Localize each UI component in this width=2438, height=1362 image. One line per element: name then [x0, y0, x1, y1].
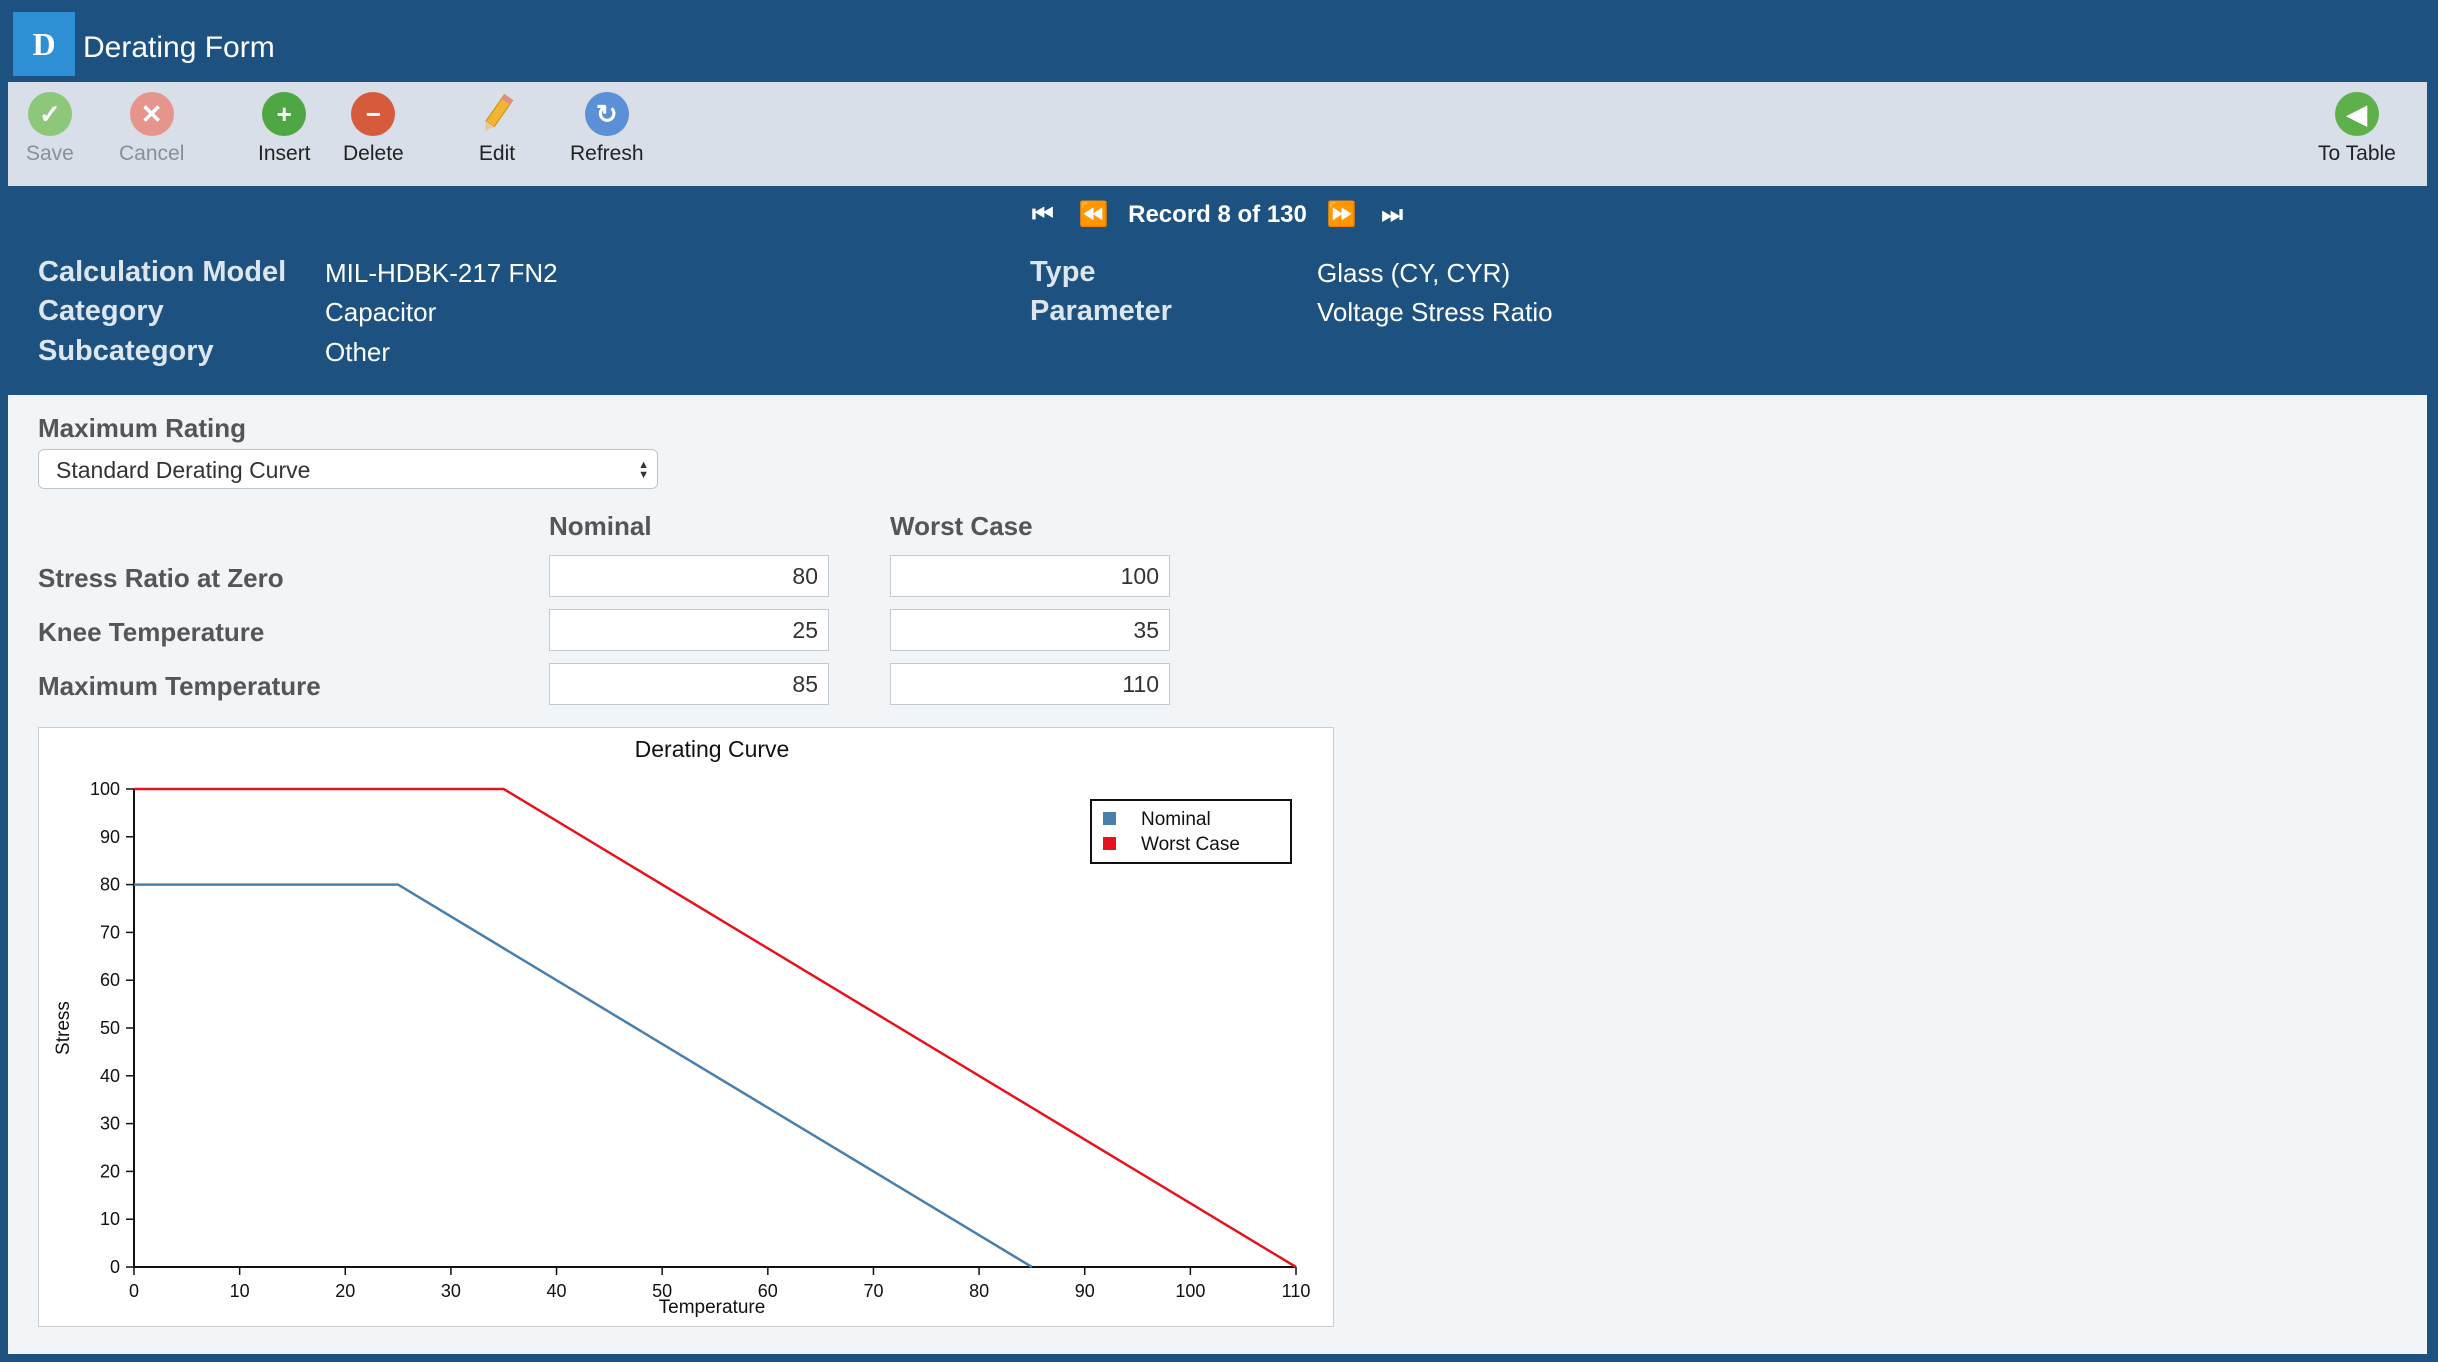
- close-icon: ✕: [129, 92, 174, 136]
- y-axis-label: Stress: [53, 1001, 74, 1055]
- cancel-label: Cancel: [119, 142, 185, 165]
- x-axis-label: Temperature: [659, 1297, 766, 1318]
- insert-label: Insert: [258, 142, 311, 165]
- x-tick-label: 70: [863, 1281, 883, 1301]
- knee-temp-nominal-input[interactable]: [549, 609, 829, 651]
- stress-ratio-nominal-input[interactable]: [549, 555, 829, 597]
- y-tick-label: 40: [100, 1066, 120, 1086]
- refresh-icon: ↻: [584, 92, 629, 136]
- refresh-button[interactable]: ↻ Refresh: [570, 92, 644, 166]
- minus-icon: −: [351, 92, 396, 136]
- window-title: Derating Form: [83, 31, 275, 64]
- plus-icon: +: [262, 92, 307, 136]
- category-value: Capacitor: [325, 297, 437, 327]
- legend-swatch: [1103, 837, 1116, 850]
- parameter-value: Voltage Stress Ratio: [1317, 297, 1553, 327]
- series-line-worst-case: [134, 787, 1297, 1269]
- y-tick-label: 0: [110, 1257, 120, 1277]
- edit-label: Edit: [478, 142, 516, 165]
- nominal-column-header: Nominal: [549, 511, 652, 541]
- check-icon: ✓: [27, 92, 72, 136]
- delete-label: Delete: [343, 142, 404, 165]
- parameter-label: Parameter: [1030, 295, 1172, 327]
- back-arrow-icon: ◀: [2334, 92, 2379, 136]
- x-tick-label: 80: [969, 1281, 989, 1301]
- legend-box: [1090, 799, 1292, 864]
- type-label: Type: [1030, 256, 1096, 288]
- y-tick-label: 50: [100, 1018, 120, 1038]
- cancel-button[interactable]: ✕ Cancel: [119, 92, 184, 166]
- chart-title: Derating Curve: [635, 736, 790, 762]
- app-logo: D: [13, 12, 75, 76]
- max-rating-label: Maximum Rating: [38, 413, 247, 443]
- insert-button[interactable]: + Insert: [258, 92, 311, 166]
- x-tick-label: 110: [1282, 1281, 1311, 1301]
- derating-chart-svg: Derating Curve 0 10 20 30 40 50 60 70 80 90 100 110 0…: [53, 736, 1311, 1318]
- last-record-icon[interactable]: ⏭: [1381, 201, 1403, 228]
- to-table-label: To Table: [2318, 142, 2396, 165]
- calc-model-value: MIL-HDBK-217 FN2: [325, 258, 558, 288]
- y-tick-label: 90: [100, 827, 120, 847]
- type-value: Glass (CY, CYR): [1317, 258, 1511, 288]
- x-tick-label: 60: [758, 1281, 778, 1301]
- knee-temp-label: Knee Temperature: [38, 617, 265, 647]
- next-record-icon[interactable]: ⏩: [1326, 201, 1357, 228]
- stress-ratio-worst-input[interactable]: [890, 555, 1170, 597]
- x-tick-label: 10: [230, 1281, 250, 1301]
- previous-record-icon[interactable]: ⏪: [1078, 201, 1109, 228]
- record-position: Record 8 of 130: [1128, 201, 1307, 228]
- subcategory-label: Subcategory: [38, 335, 214, 367]
- toolbar: ✓ Save ✕ Cancel + Insert − Delete Edit ↻…: [8, 82, 2427, 186]
- max-temp-worst-input[interactable]: [890, 663, 1170, 705]
- to-table-button[interactable]: ◀ To Table: [2318, 92, 2396, 166]
- save-label: Save: [26, 142, 74, 165]
- select-arrows-icon: ▲ ▼: [638, 458, 649, 481]
- y-tick-label: 20: [100, 1161, 120, 1181]
- y-tick-label: 70: [100, 922, 120, 942]
- title-bar: D Derating Form: [8, 8, 2427, 82]
- max-temp-label: Maximum Temperature: [38, 671, 321, 701]
- derating-chart: Derating Curve 0 10 20 30 40 50 60 70 80 90 100 110 0…: [38, 727, 1334, 1327]
- y-tick-label: 10: [100, 1209, 120, 1229]
- record-navigator: ⏮ ⏪ Record 8 of 130 ⏩ ⏭: [8, 200, 2427, 229]
- max-rating-value: Standard Derating Curve: [56, 457, 311, 483]
- subcategory-value: Other: [325, 337, 391, 367]
- y-tick-label: 80: [100, 875, 120, 895]
- x-tick-label: 90: [1075, 1281, 1095, 1301]
- first-record-icon[interactable]: ⏮: [1031, 201, 1054, 228]
- x-tick-label: 20: [335, 1281, 355, 1301]
- calc-model-label: Calculation Model: [38, 256, 287, 288]
- y-tick-label: 30: [100, 1114, 120, 1134]
- delete-button[interactable]: − Delete: [343, 92, 404, 166]
- max-rating-select[interactable]: Standard Derating Curve ▲ ▼: [38, 449, 658, 489]
- edit-button[interactable]: Edit: [475, 92, 519, 166]
- refresh-label: Refresh: [570, 142, 644, 165]
- derating-form-window: D Derating Form ✓ Save ✕ Cancel + Insert…: [8, 8, 2427, 1354]
- y-tick-label: 100: [90, 779, 120, 799]
- category-label: Category: [38, 295, 164, 327]
- pencil-icon: [475, 92, 519, 136]
- x-tick-label: 100: [1175, 1281, 1205, 1301]
- legend-swatch: [1103, 812, 1116, 825]
- y-tick-label: 60: [100, 970, 120, 990]
- x-tick-label: 50: [652, 1281, 672, 1301]
- record-header: ⏮ ⏪ Record 8 of 130 ⏩ ⏭ Calculation Mode…: [8, 186, 2427, 395]
- max-temp-nominal-input[interactable]: [549, 663, 829, 705]
- x-tick-label: 0: [129, 1281, 139, 1301]
- legend-label: Worst Case: [1141, 834, 1240, 855]
- worst-case-column-header: Worst Case: [890, 511, 1033, 541]
- stress-ratio-label: Stress Ratio at Zero: [38, 563, 284, 593]
- knee-temp-worst-input[interactable]: [890, 609, 1170, 651]
- save-button[interactable]: ✓ Save: [26, 92, 74, 166]
- x-tick-label: 30: [441, 1281, 461, 1301]
- legend-label: Nominal: [1141, 809, 1211, 830]
- series-line-nominal: [134, 883, 1033, 1269]
- x-tick-label: 40: [547, 1281, 567, 1301]
